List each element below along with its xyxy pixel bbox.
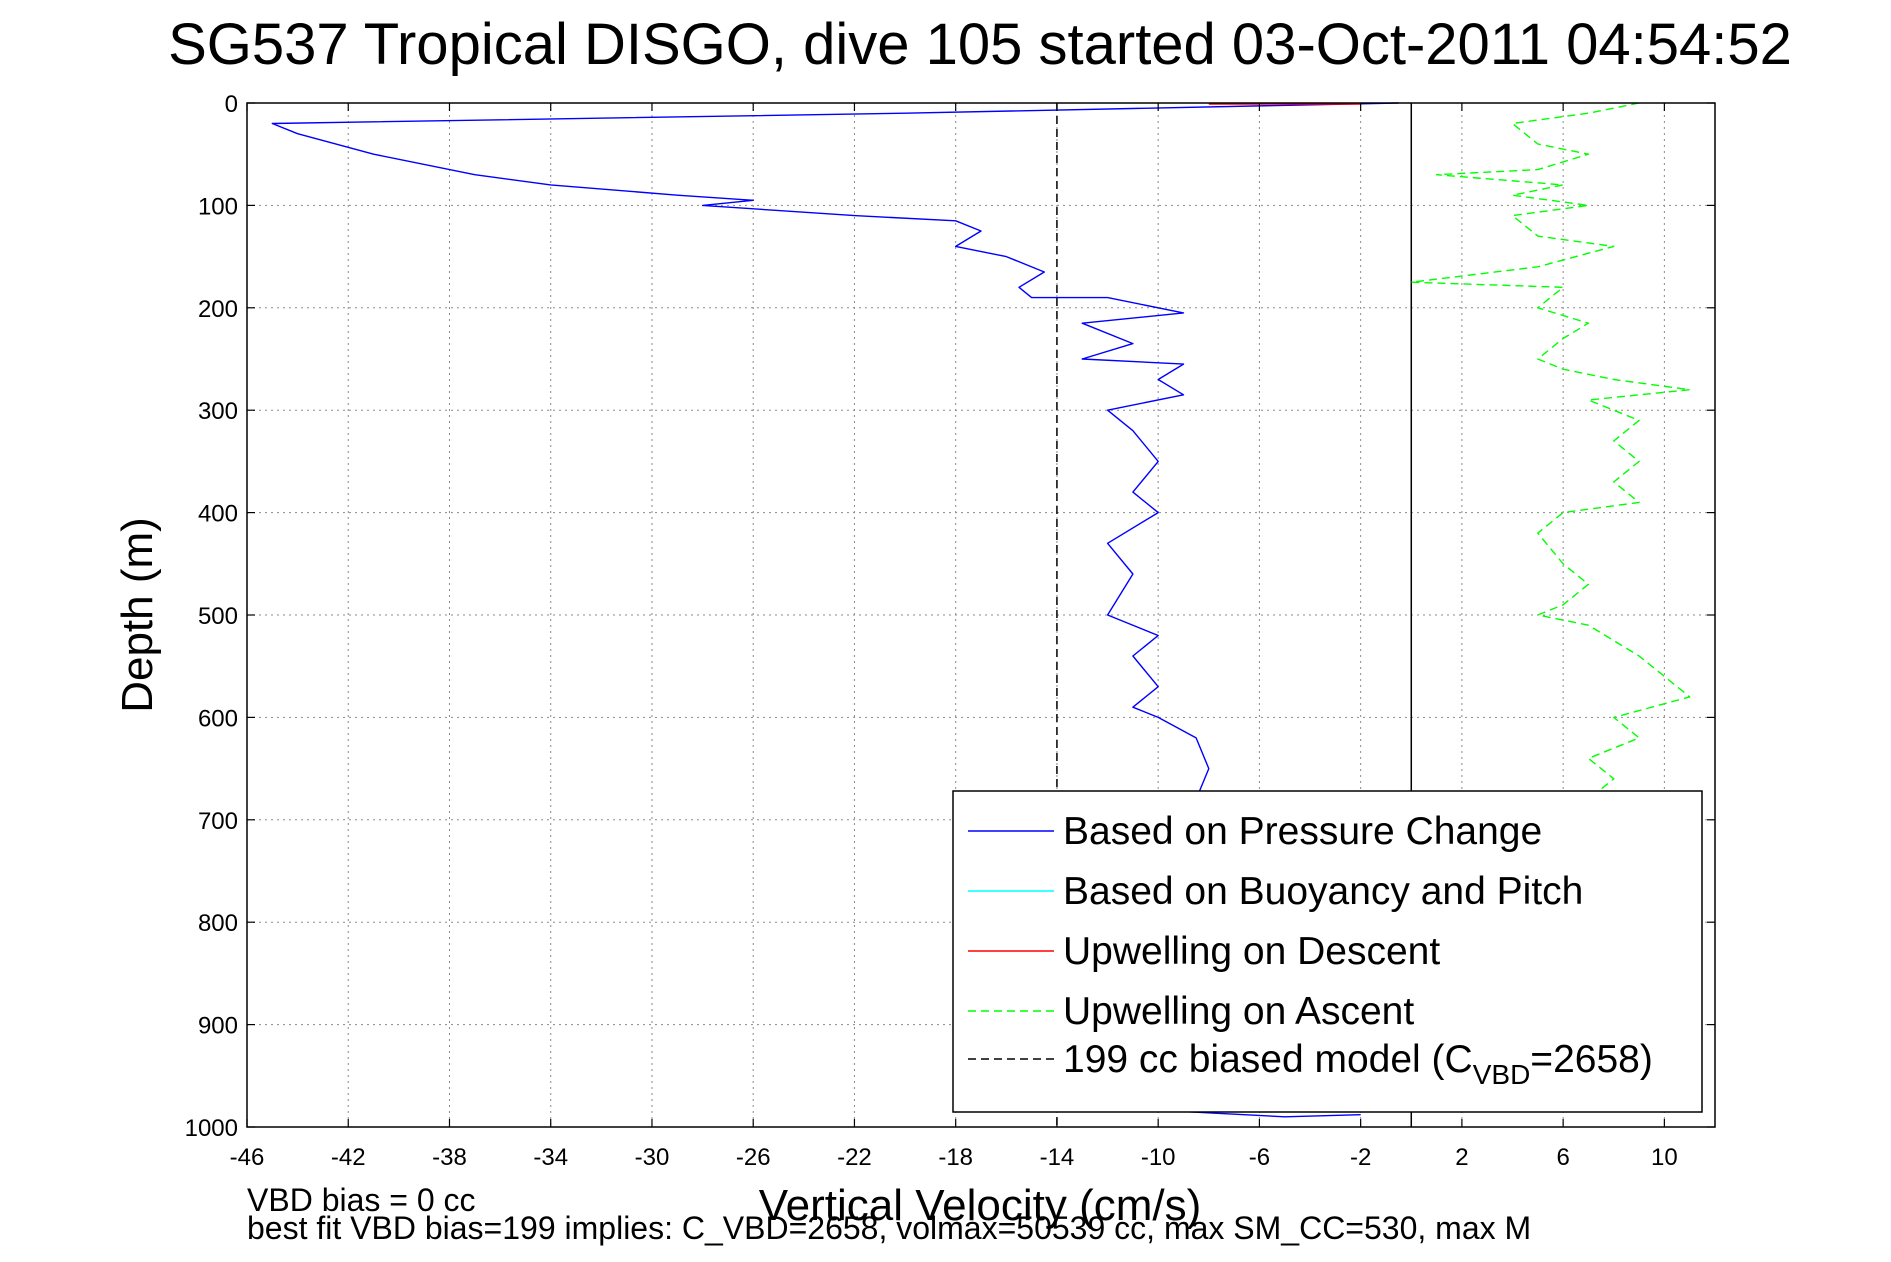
legend-label: Upwelling on Ascent xyxy=(1063,990,1414,1033)
x-tick-label: 2 xyxy=(1455,1144,1468,1171)
x-tick-label: -34 xyxy=(533,1144,568,1171)
legend-label: Upwelling on Descent xyxy=(1063,930,1440,973)
x-axis-label: Vertical Velocity (cm/s) xyxy=(759,1181,1202,1230)
y-tick-label: 1000 xyxy=(185,1115,238,1142)
x-tick-label: -30 xyxy=(635,1144,670,1171)
x-tick-label: -22 xyxy=(837,1144,872,1171)
x-tick-label: -2 xyxy=(1350,1144,1371,1171)
y-tick-label: 400 xyxy=(198,501,238,528)
x-tick-label: -6 xyxy=(1249,1144,1270,1171)
x-tick-label: 6 xyxy=(1556,1144,1569,1171)
x-tick-label: -46 xyxy=(230,1144,265,1171)
x-tick-label: -42 xyxy=(331,1144,366,1171)
y-tick-label: 300 xyxy=(198,398,238,425)
y-tick-label: 500 xyxy=(198,603,238,630)
x-tick-label: -14 xyxy=(1040,1144,1075,1171)
x-tick-label: -10 xyxy=(1141,1144,1176,1171)
y-tick-label: 600 xyxy=(198,705,238,732)
legend: Based on Pressure Change Based on Buoyanc… xyxy=(952,790,1703,1113)
y-tick-label: 0 xyxy=(225,91,238,118)
legend-label: 199 cc biased model (CVBD=2658) xyxy=(1063,1038,1653,1090)
series-line xyxy=(1410,102,1691,800)
series-line xyxy=(271,102,1399,800)
footer-vbd-bias: VBD bias = 0 cc xyxy=(247,1182,476,1218)
legend-label: Based on Buoyancy and Pitch xyxy=(1063,870,1583,913)
chart-title: SG537 Tropical DISGO, dive 105 started 0… xyxy=(168,12,1792,77)
y-tick-label: 800 xyxy=(198,910,238,937)
series-layer xyxy=(271,102,1691,1118)
x-tick-label: -38 xyxy=(432,1144,467,1171)
y-axis-label: Depth (m) xyxy=(113,517,162,713)
series-line xyxy=(1183,1110,1361,1118)
tick-layer: -46 -42 -38 -34 -30 -26 -22 -18 -14 -10 -6 -2 2 6 1001… xyxy=(185,91,1715,1171)
y-tick-label: 100 xyxy=(198,193,238,220)
x-tick-label: 10 xyxy=(1651,1144,1678,1171)
x-tick-label: -26 xyxy=(736,1144,771,1171)
x-tick-label: -18 xyxy=(938,1144,973,1171)
y-tick-label: 200 xyxy=(198,296,238,323)
y-tick-label: 900 xyxy=(198,1013,238,1040)
y-tick-label: 700 xyxy=(198,808,238,835)
legend-label: Based on Pressure Change xyxy=(1063,810,1542,853)
footer-best-fit: best fit VBD bias=199 implies: C_VBD=265… xyxy=(247,1210,1532,1246)
legend-box xyxy=(952,790,1703,1113)
